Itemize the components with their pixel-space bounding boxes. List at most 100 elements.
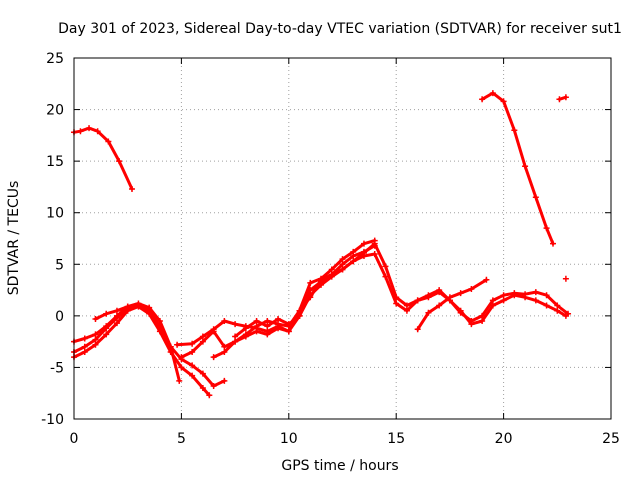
data-point — [550, 240, 557, 247]
data-point — [543, 292, 550, 299]
data-point — [479, 318, 486, 325]
y-tick-label: 20 — [46, 103, 64, 119]
data-point — [92, 341, 99, 348]
series-arc-10 — [414, 276, 490, 333]
data-point — [500, 292, 507, 299]
data-point — [562, 275, 569, 282]
data-point — [253, 323, 260, 330]
data-point — [206, 392, 213, 399]
data-point — [565, 310, 572, 317]
data-point — [554, 302, 561, 309]
data-point — [382, 273, 389, 280]
series-arc-8 — [210, 250, 569, 361]
data-point — [232, 321, 239, 328]
chart-title: Day 301 of 2023, Sidereal Day-to-day VTE… — [58, 21, 622, 37]
data-point — [156, 328, 163, 335]
plot-area — [71, 90, 572, 399]
data-point — [242, 333, 249, 340]
y-tick-label: 5 — [55, 257, 64, 273]
data-point — [81, 335, 88, 342]
series-arc-5 — [92, 302, 153, 322]
data-point — [543, 225, 550, 232]
data-point — [176, 377, 183, 384]
data-point — [457, 290, 464, 297]
data-point — [328, 273, 335, 280]
data-point — [210, 328, 217, 335]
series-line — [233, 242, 570, 338]
data-point — [543, 302, 550, 309]
data-point — [511, 290, 518, 297]
data-point — [221, 348, 228, 355]
data-point — [425, 294, 432, 301]
data-point — [275, 315, 282, 322]
data-point — [113, 307, 120, 314]
data-point — [264, 318, 271, 325]
data-point — [446, 294, 453, 301]
axis-ticks — [73, 57, 612, 420]
series-arc-9 — [232, 240, 572, 340]
data-point — [81, 348, 88, 355]
data-point — [328, 266, 335, 273]
data-point — [146, 306, 153, 313]
grid — [74, 58, 611, 419]
data-point — [339, 266, 346, 273]
data-point — [532, 289, 539, 296]
axis-tick-labels: 0 5 10 15 20 25 -10 -5 0 5 10 15 20 25 — [41, 51, 620, 447]
data-point — [113, 312, 120, 319]
data-point — [285, 328, 292, 335]
data-point — [199, 370, 206, 377]
data-point — [124, 303, 131, 310]
data-point — [103, 331, 110, 338]
data-point — [189, 348, 196, 355]
data-point — [414, 326, 421, 333]
y-axis-label: SDTVAR / TECUs — [6, 181, 22, 296]
series-point-1 — [562, 275, 569, 282]
data-point — [103, 323, 110, 330]
series-arc-6 — [174, 242, 378, 348]
data-point — [86, 125, 93, 132]
data-point — [468, 286, 475, 293]
data-point — [339, 256, 346, 263]
data-point — [522, 163, 529, 170]
data-point — [199, 385, 206, 392]
data-point — [339, 261, 346, 268]
data-point — [562, 94, 569, 101]
data-point — [318, 276, 325, 283]
y-tick-label: 10 — [46, 206, 64, 222]
data-point — [307, 292, 314, 299]
data-point — [174, 341, 181, 348]
series-line — [480, 91, 555, 246]
x-tick-label: 10 — [280, 431, 298, 447]
data-point — [532, 194, 539, 201]
data-point — [500, 98, 507, 105]
data-point — [436, 302, 443, 309]
data-point — [210, 354, 217, 361]
data-point — [128, 185, 135, 192]
data-point — [189, 362, 196, 369]
data-point — [92, 331, 99, 338]
data-point — [457, 309, 464, 316]
data-point — [554, 307, 561, 314]
series-line — [179, 239, 377, 359]
data-point — [81, 343, 88, 350]
data-point — [232, 333, 239, 340]
x-tick-label: 0 — [70, 431, 79, 447]
y-tick-label: 25 — [46, 51, 64, 67]
series-line — [72, 126, 134, 191]
series-line — [212, 252, 568, 359]
series-arc-12 — [556, 94, 569, 103]
data-point — [285, 321, 292, 328]
x-tick-label: 5 — [177, 431, 186, 447]
data-point — [253, 328, 260, 335]
data-point — [556, 96, 563, 103]
series-arc-1 — [71, 125, 135, 192]
data-point — [371, 250, 378, 257]
plot-frame — [73, 57, 612, 420]
data-point — [500, 297, 507, 304]
data-point — [532, 297, 539, 304]
data-point — [489, 90, 496, 97]
data-point — [103, 310, 110, 317]
data-point — [436, 289, 443, 296]
data-point — [318, 281, 325, 288]
